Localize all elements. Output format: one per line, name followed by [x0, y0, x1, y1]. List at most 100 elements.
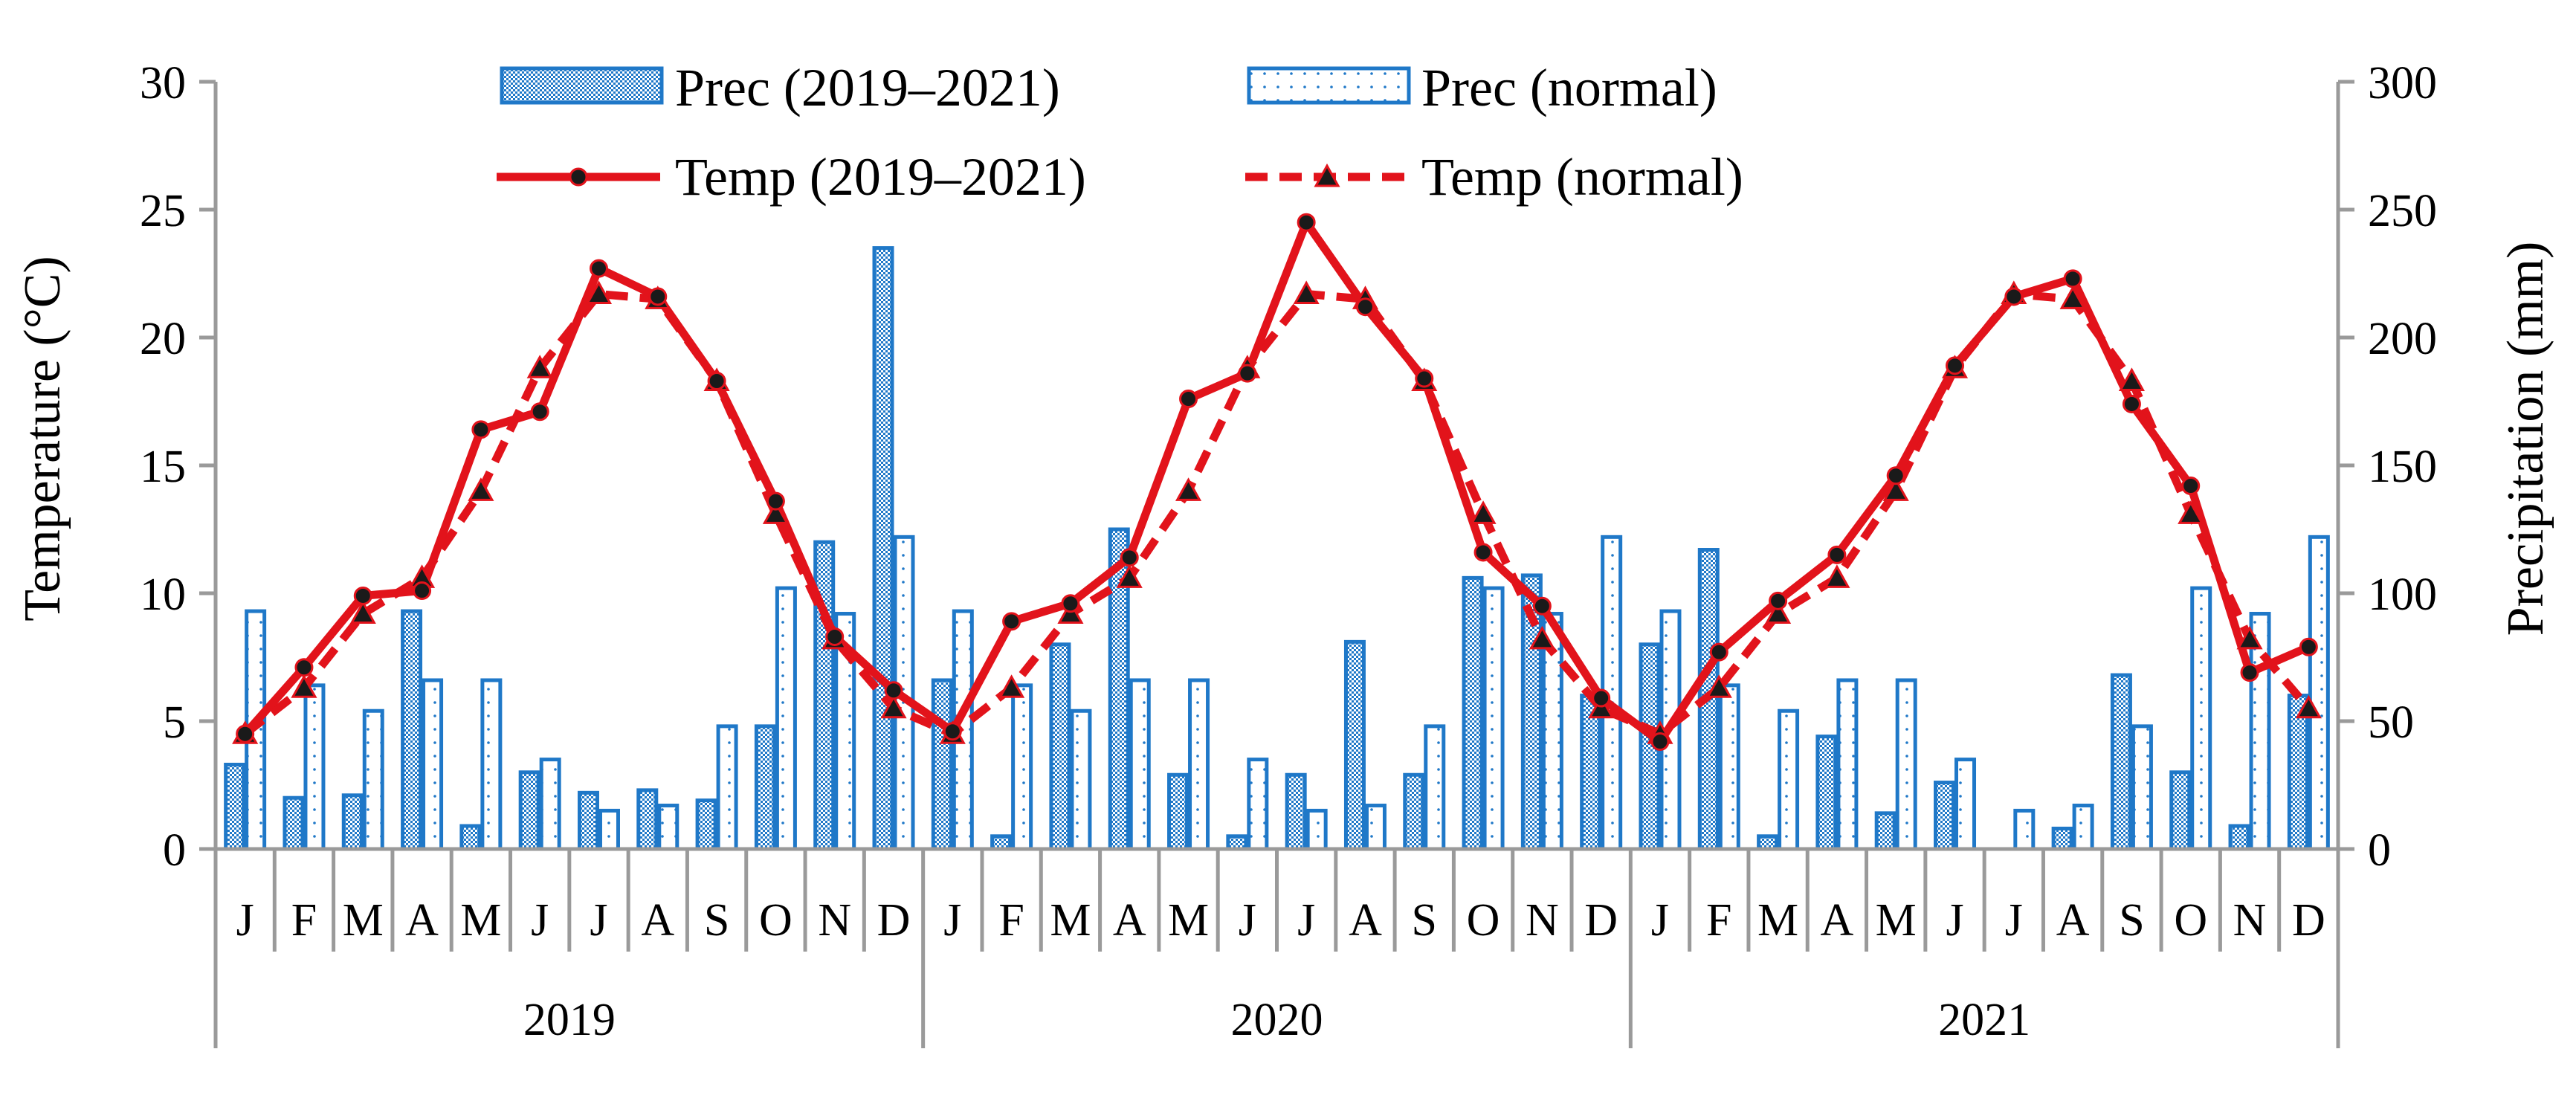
temp-actual-marker [471, 420, 491, 439]
x-month-label: O [2174, 895, 2207, 946]
prec-normal-bar [2308, 535, 2330, 851]
temp-normal-marker [2295, 694, 2322, 719]
temp-normal-marker [291, 674, 317, 698]
temp-actual-line [242, 218, 2311, 746]
temp-actual-marker [1946, 356, 1965, 375]
temp-actual-marker [648, 287, 668, 306]
prec-normal-bar [1011, 683, 1033, 851]
x-month-label: M [1050, 895, 1091, 946]
temp-actual-marker [1061, 594, 1080, 613]
prec-actual-bar [459, 824, 482, 851]
legend-temp-normal-marker [1314, 163, 1340, 187]
prec-actual-bar [813, 540, 836, 851]
temp-normal-marker [1293, 280, 1320, 305]
prec-actual-bar [1167, 772, 1189, 851]
prec-actual-bar [283, 795, 305, 851]
prec-actual-bar [341, 793, 364, 851]
y-left-tick-label: 20 [140, 314, 186, 364]
x-month-label: M [343, 895, 384, 946]
prec-actual-bar [2287, 694, 2309, 851]
temp-actual-marker [294, 658, 314, 677]
x-month-label: S [704, 895, 729, 946]
temp-actual-marker [1650, 732, 1670, 752]
temp-normal-marker [1175, 477, 1202, 501]
x-month-label: J [943, 895, 961, 946]
temp-normal-marker [2178, 500, 2204, 524]
y-left-tick-label: 10 [140, 569, 186, 620]
prec-normal-bar [1305, 808, 1328, 851]
x-month-label: M [1168, 895, 1209, 946]
legend-prec-normal-swatch [1247, 66, 1411, 105]
x-month-label: D [877, 895, 911, 946]
temp-normal-marker [2118, 367, 2145, 391]
temp-normal-marker [349, 600, 376, 624]
temp-actual-marker [2181, 477, 2201, 496]
prec-normal-bar [422, 678, 444, 851]
temp-actual-marker [825, 627, 845, 646]
x-month-label: S [2119, 895, 2144, 946]
x-month-label: J [1297, 895, 1315, 946]
prec-actual-bar [695, 798, 717, 851]
x-month-label: A [1113, 895, 1146, 946]
x-month-label: A [641, 895, 674, 946]
temp-actual-marker [707, 371, 726, 390]
prec-actual-bar [1049, 642, 1071, 851]
prec-actual-bar [990, 834, 1013, 851]
temp-normal-marker [1470, 500, 1497, 524]
precipitation-bars [224, 246, 2330, 851]
temp-normal-marker [1116, 564, 1143, 588]
prec-actual-bar [1934, 781, 1956, 851]
temp-actual-marker [413, 581, 432, 601]
x-month-label: J [236, 895, 254, 946]
y-left-tick-label: 5 [163, 697, 186, 748]
prec-normal-bar [1778, 708, 1800, 851]
y-left-tick-label: 30 [140, 58, 186, 109]
x-month-label: O [1467, 895, 1500, 946]
temp-actual-marker [1238, 364, 1257, 383]
prec-actual-bar [518, 770, 540, 851]
temp-normal-marker [2059, 285, 2086, 309]
temp-actual-marker [2122, 394, 2141, 413]
prec-actual-bar [636, 788, 659, 851]
temperature-lines [232, 213, 2322, 752]
prec-normal-bar [1364, 804, 1387, 851]
y-right-tick-label: 100 [2368, 569, 2437, 620]
y-right-tick-label: 150 [2368, 442, 2437, 492]
prec-normal-bar [1070, 708, 1092, 851]
x-month-label: S [1412, 895, 1437, 946]
prec-actual-bar [1403, 772, 1425, 851]
prec-normal-bar [2072, 804, 2094, 851]
prec-normal-bar [716, 724, 738, 851]
temp-actual-marker [2063, 269, 2082, 288]
temp-normal-line [242, 290, 2312, 738]
temp-actual-marker [1592, 688, 1611, 708]
legend-temp-normal-label: Temp (normal) [1421, 147, 1743, 207]
prec-actual-bar [1285, 772, 1307, 851]
y-right-tick-label: 250 [2368, 186, 2437, 236]
prec-normal-bar [2013, 808, 2036, 851]
prec-normal-bar [362, 708, 384, 851]
prec-actual-bar [2228, 824, 2250, 851]
temp-actual-marker [1120, 548, 1139, 567]
y-right-tick-label: 0 [2368, 825, 2391, 876]
prec-normal-bar [2190, 586, 2212, 851]
temp-normal-marker [585, 280, 613, 305]
temp-actual-marker [766, 491, 785, 511]
temp-actual-marker [530, 402, 549, 422]
temp-normal-marker [1882, 477, 1909, 501]
x-month-label: F [998, 895, 1024, 946]
x-month-label: M [460, 895, 501, 946]
x-month-label: N [818, 895, 851, 946]
x-year-label: 2019 [523, 995, 616, 1045]
prec-normal-bar [2131, 724, 2153, 851]
x-month-label: D [1584, 895, 1618, 946]
x-month-label: M [1757, 895, 1798, 946]
x-month-label: M [1876, 895, 1917, 946]
temp-normal-marker [468, 477, 494, 501]
temp-actual-marker [1709, 642, 1728, 662]
x-month-label: N [1526, 895, 1559, 946]
x-month-label: A [405, 895, 439, 946]
prec-actual-bar [1757, 834, 1779, 851]
temp-actual-marker [1769, 591, 1788, 610]
